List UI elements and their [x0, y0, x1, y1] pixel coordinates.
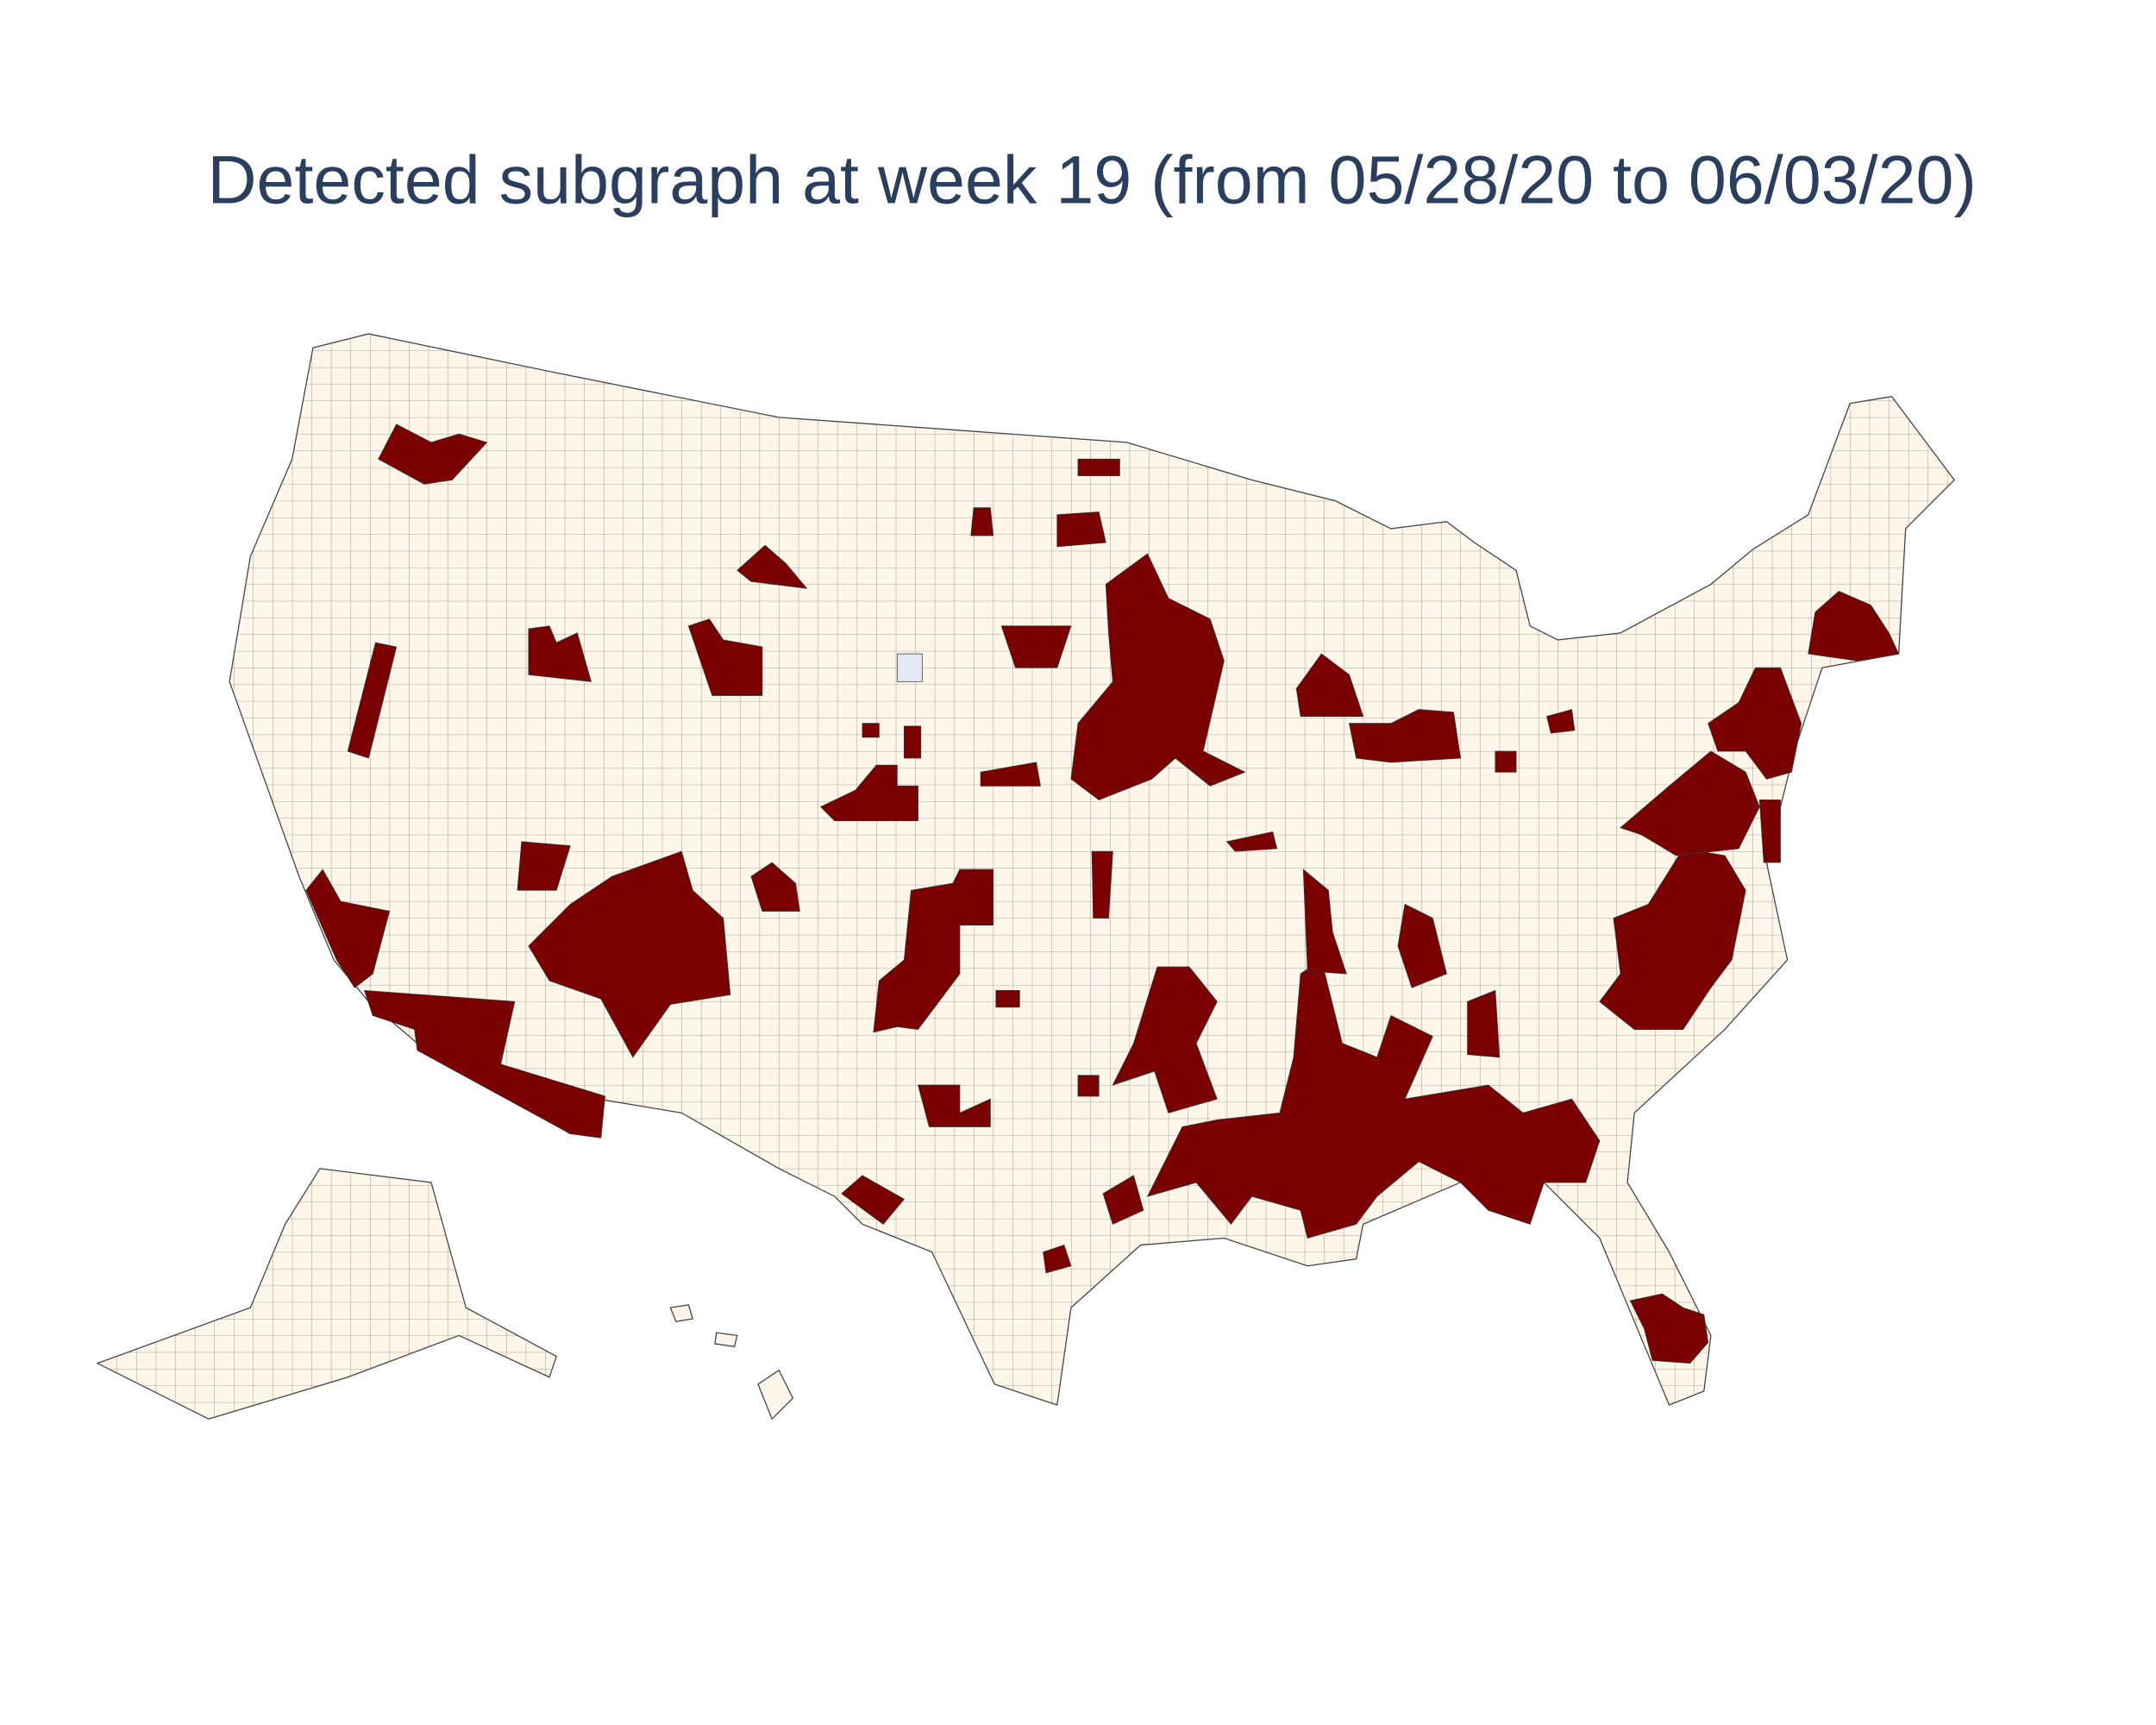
highlighted-region	[917, 1084, 991, 1127]
highlighted-region	[819, 764, 918, 822]
highlighted-region	[980, 762, 1041, 787]
highlighted-region	[364, 989, 606, 1138]
highlighted-region	[517, 841, 571, 891]
highlighted-region	[1349, 709, 1462, 763]
highlighted-region	[841, 1175, 906, 1225]
highlighted-region	[1091, 850, 1113, 919]
highlighted-region	[528, 625, 592, 682]
highlighted-region	[873, 869, 994, 1033]
water-county	[896, 653, 923, 682]
highlighted-region	[903, 725, 922, 759]
highlighted-region	[1056, 511, 1106, 548]
highlighted-region	[1000, 625, 1072, 668]
highlighted-region	[1808, 591, 1900, 662]
highlighted-region	[1467, 989, 1501, 1058]
highlighted-region	[1620, 750, 1760, 856]
highlighted-region	[1599, 848, 1746, 1030]
highlighted-region	[1758, 800, 1781, 863]
highlighted-region	[1708, 667, 1802, 780]
alaska-lines	[97, 1168, 557, 1420]
highlighted-region	[1295, 653, 1364, 718]
highlighted-region	[687, 618, 763, 696]
highlighted-region	[1146, 959, 1601, 1239]
highlighted-region	[1043, 1245, 1072, 1274]
highlighted-region	[1077, 1075, 1100, 1097]
highlighted-region	[736, 544, 808, 589]
highlighted-region	[1397, 903, 1447, 988]
highlighted-region	[1225, 831, 1278, 852]
highlighted-region	[1302, 869, 1347, 975]
highlighted-region	[1077, 458, 1120, 477]
highlighted-region	[378, 423, 488, 485]
hawaii	[757, 1369, 794, 1421]
highlighted-region	[970, 507, 994, 536]
hawaii	[714, 1332, 738, 1348]
chart-title: Detected subgraph at week 19 (from 05/28…	[207, 141, 1976, 217]
highlighted-region	[1495, 750, 1517, 773]
highlighted-region	[750, 862, 800, 912]
highlighted-region	[995, 989, 1020, 1008]
highlighted-region	[1070, 553, 1246, 800]
hawaii	[669, 1304, 694, 1322]
highlighted-region	[1546, 709, 1576, 734]
highlighted-region	[528, 850, 731, 1058]
highlighted-region	[1629, 1293, 1709, 1364]
highlighted-region	[305, 869, 391, 988]
highlighted-region	[1102, 1175, 1144, 1225]
highlighted-region	[1112, 966, 1218, 1113]
highlighted-region	[862, 723, 880, 738]
detected-subgraph	[305, 423, 1900, 1364]
highlighted-region	[347, 642, 398, 759]
